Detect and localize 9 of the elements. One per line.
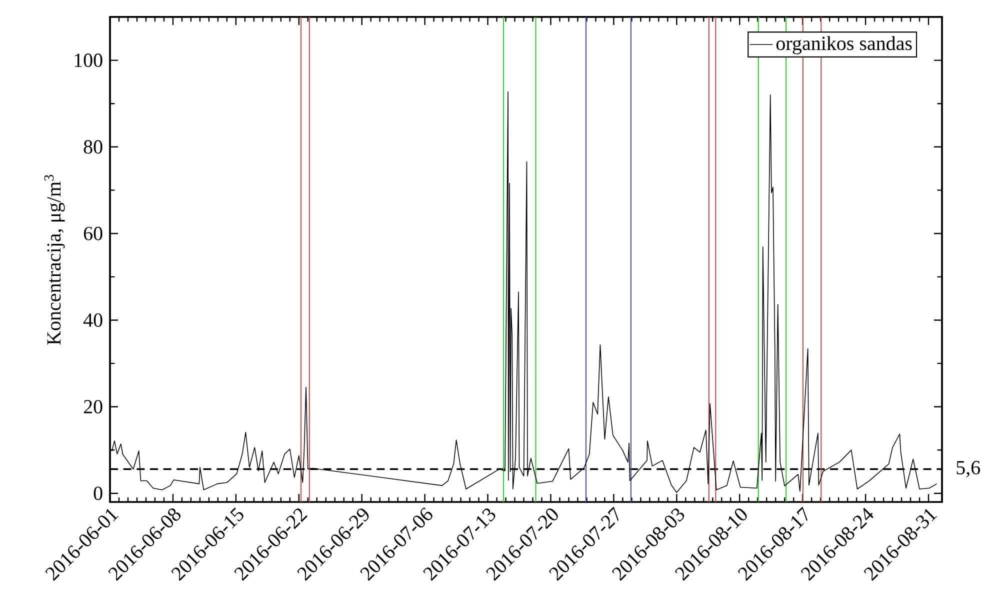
y-tick-label: 60 bbox=[84, 226, 102, 240]
y-tick-label: 40 bbox=[83, 313, 102, 327]
legend-label: organikos sandas bbox=[776, 36, 912, 54]
ref-line-label: 5,6 bbox=[956, 460, 980, 478]
y-tick-label: 80 bbox=[84, 140, 102, 154]
y-tick-label: 0 bbox=[94, 486, 102, 500]
y-tick-label: 20 bbox=[84, 400, 102, 414]
y-axis-title: Koncentracija, μg/m$^{3}$ bbox=[44, 174, 65, 345]
y-tick-label: 100 bbox=[74, 54, 102, 68]
